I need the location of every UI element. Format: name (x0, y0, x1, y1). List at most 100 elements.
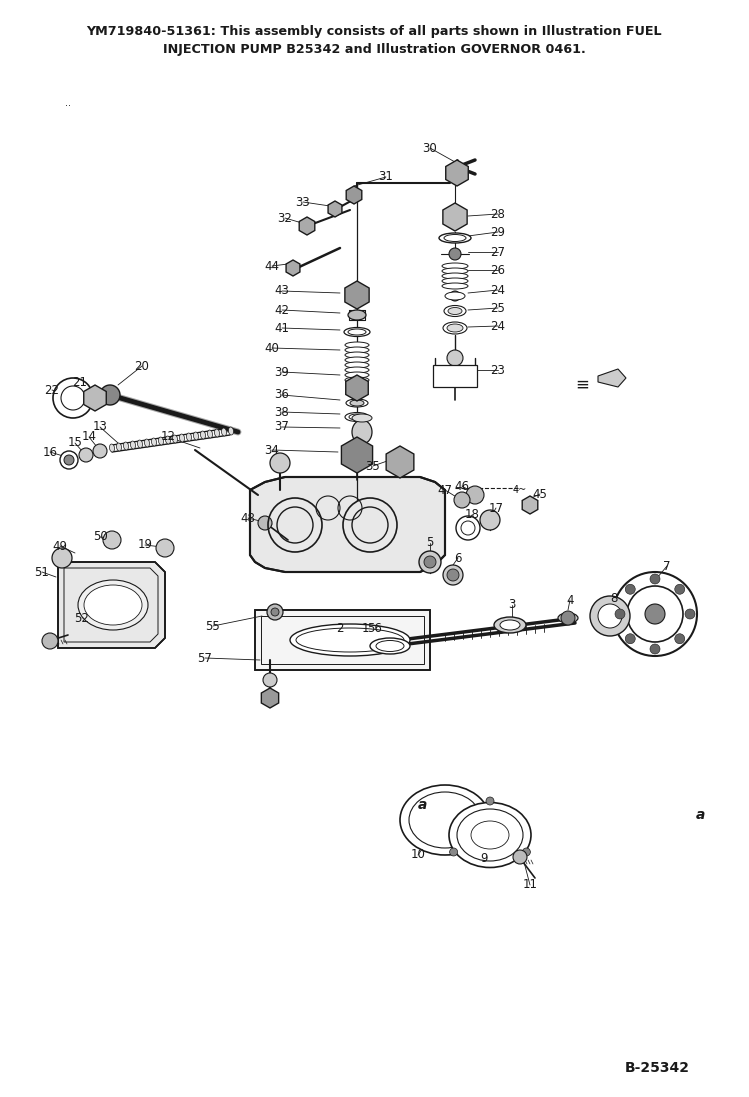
Text: B-25342: B-25342 (625, 1061, 690, 1075)
Text: 36: 36 (275, 388, 289, 402)
Ellipse shape (345, 377, 369, 383)
Circle shape (590, 596, 630, 636)
Text: 55: 55 (206, 620, 220, 633)
Ellipse shape (345, 450, 369, 460)
Ellipse shape (348, 329, 366, 335)
Ellipse shape (457, 808, 523, 861)
Text: 32: 32 (278, 212, 292, 225)
Circle shape (561, 611, 575, 625)
Ellipse shape (345, 367, 369, 373)
Ellipse shape (345, 372, 369, 378)
Circle shape (685, 609, 695, 619)
Circle shape (419, 551, 441, 573)
Circle shape (625, 634, 635, 644)
Text: 12: 12 (160, 430, 175, 443)
Text: 21: 21 (73, 375, 88, 388)
Text: 34: 34 (264, 443, 279, 456)
Ellipse shape (447, 324, 463, 332)
Polygon shape (522, 496, 538, 514)
Ellipse shape (409, 792, 481, 848)
Circle shape (650, 574, 660, 584)
Ellipse shape (471, 821, 509, 849)
Circle shape (263, 672, 277, 687)
Circle shape (61, 386, 85, 410)
Polygon shape (58, 562, 165, 648)
Polygon shape (84, 385, 106, 411)
Text: 23: 23 (491, 363, 506, 376)
Ellipse shape (145, 439, 150, 446)
Ellipse shape (442, 283, 468, 289)
Ellipse shape (445, 292, 465, 299)
Bar (433, 365, 477, 387)
Circle shape (650, 644, 660, 654)
Polygon shape (250, 477, 445, 572)
Circle shape (645, 604, 665, 624)
Text: 25: 25 (491, 302, 506, 315)
Text: 20: 20 (135, 360, 150, 373)
Circle shape (625, 585, 635, 595)
Polygon shape (346, 375, 369, 402)
Ellipse shape (138, 440, 142, 448)
Circle shape (258, 516, 272, 530)
Circle shape (461, 521, 475, 535)
Polygon shape (345, 281, 369, 309)
Text: 31: 31 (378, 170, 393, 183)
Ellipse shape (370, 638, 410, 654)
Text: 37: 37 (275, 420, 289, 433)
Ellipse shape (443, 323, 467, 333)
Text: 26: 26 (491, 263, 506, 276)
Text: INJECTION PUMP B25342 and Illustration GOVERNOR 0461.: INJECTION PUMP B25342 and Illustration G… (163, 43, 586, 56)
Text: 24: 24 (491, 283, 506, 296)
Circle shape (450, 291, 460, 301)
Ellipse shape (124, 442, 129, 450)
Text: 52: 52 (75, 611, 89, 624)
Polygon shape (299, 217, 315, 235)
Ellipse shape (344, 328, 370, 337)
Text: 5: 5 (426, 536, 434, 550)
Ellipse shape (494, 617, 526, 633)
Text: 19: 19 (138, 539, 153, 552)
Circle shape (449, 848, 458, 856)
Text: 30: 30 (422, 142, 437, 155)
Text: YM719840-51361: This assembly consists of all parts shown in Illustration FUEL: YM719840-51361: This assembly consists o… (86, 25, 662, 38)
Text: 44: 44 (264, 260, 279, 272)
Circle shape (598, 604, 622, 627)
Ellipse shape (346, 399, 368, 407)
Text: 29: 29 (491, 226, 506, 238)
Text: 16: 16 (43, 445, 58, 459)
Text: 56: 56 (368, 622, 383, 634)
Circle shape (443, 565, 463, 585)
Circle shape (675, 634, 685, 644)
Circle shape (42, 633, 58, 649)
Ellipse shape (345, 357, 369, 363)
Circle shape (79, 448, 93, 462)
Ellipse shape (296, 627, 404, 652)
Ellipse shape (376, 641, 404, 652)
Ellipse shape (78, 580, 148, 630)
Circle shape (53, 378, 93, 418)
Ellipse shape (84, 585, 142, 625)
Polygon shape (598, 369, 626, 387)
Ellipse shape (130, 441, 136, 449)
Ellipse shape (439, 233, 471, 244)
Text: 39: 39 (275, 365, 289, 378)
Text: 50: 50 (93, 531, 107, 543)
Text: 3: 3 (509, 599, 516, 611)
Ellipse shape (448, 307, 462, 315)
Text: 28: 28 (491, 207, 506, 220)
Text: 7: 7 (664, 559, 671, 573)
Circle shape (480, 510, 500, 530)
Text: 24: 24 (491, 319, 506, 332)
Text: a: a (695, 808, 705, 822)
Ellipse shape (352, 420, 372, 444)
Ellipse shape (442, 278, 468, 284)
Polygon shape (443, 203, 467, 231)
Ellipse shape (345, 352, 369, 358)
Circle shape (466, 486, 484, 504)
Text: 45: 45 (533, 487, 548, 500)
Ellipse shape (116, 443, 121, 451)
Polygon shape (386, 446, 414, 478)
Text: 6: 6 (454, 552, 461, 565)
Ellipse shape (201, 431, 205, 439)
Circle shape (522, 848, 530, 856)
